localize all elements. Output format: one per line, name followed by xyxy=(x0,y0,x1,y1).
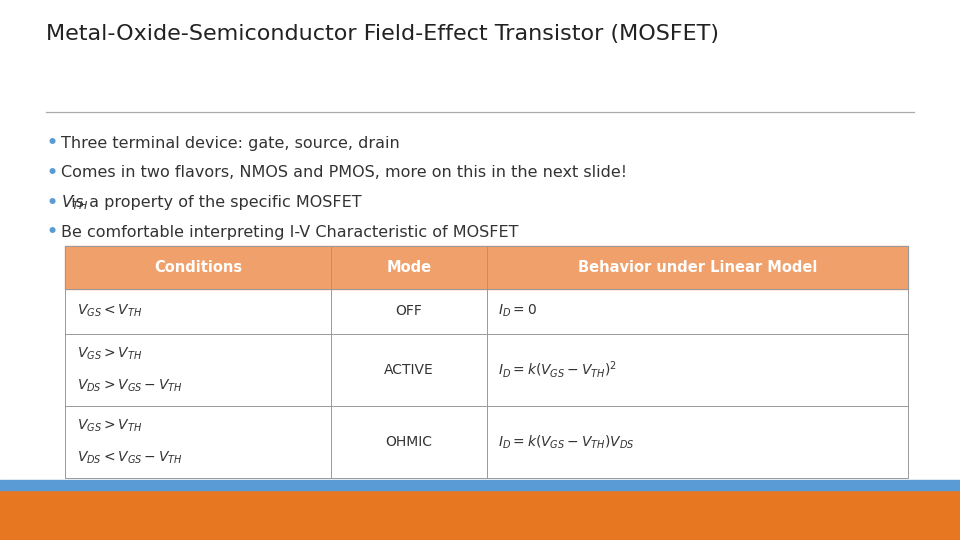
Text: $I_D = k(V_{GS} - V_{TH})^2$: $I_D = k(V_{GS} - V_{TH})^2$ xyxy=(498,360,617,380)
Text: $V_{GS} > V_{TH}$: $V_{GS} > V_{TH}$ xyxy=(77,418,142,434)
Text: $V_{DS} < V_{GS} - V_{TH}$: $V_{DS} < V_{GS} - V_{TH}$ xyxy=(77,449,182,466)
Text: •: • xyxy=(46,223,58,241)
Bar xyxy=(0,480,960,490)
Text: Behavior under Linear Model: Behavior under Linear Model xyxy=(578,260,817,275)
Text: Mode: Mode xyxy=(386,260,431,275)
Text: •: • xyxy=(46,193,58,212)
Bar xyxy=(0,490,960,540)
Text: $I_D = 0$: $I_D = 0$ xyxy=(498,303,537,320)
Text: Be comfortable interpreting I-V Characteristic of MOSFET: Be comfortable interpreting I-V Characte… xyxy=(61,225,519,240)
Bar xyxy=(65,289,908,478)
Text: $V_{TH}$: $V_{TH}$ xyxy=(61,193,89,212)
Text: ACTIVE: ACTIVE xyxy=(384,363,434,377)
Text: OHMIC: OHMIC xyxy=(385,435,432,449)
Text: •: • xyxy=(46,134,58,152)
Text: OFF: OFF xyxy=(396,305,422,318)
Bar xyxy=(65,246,908,478)
Text: $V_{GS} > V_{TH}$: $V_{GS} > V_{TH}$ xyxy=(77,346,142,362)
Text: Conditions: Conditions xyxy=(154,260,242,275)
Text: Three terminal device: gate, source, drain: Three terminal device: gate, source, dra… xyxy=(61,136,400,151)
Text: $V_{DS} > V_{GS} - V_{TH}$: $V_{DS} > V_{GS} - V_{TH}$ xyxy=(77,377,182,394)
Text: $V_{GS} < V_{TH}$: $V_{GS} < V_{TH}$ xyxy=(77,303,142,320)
Text: •: • xyxy=(46,164,58,182)
Text: $I_D = k(V_{GS} - V_{TH})V_{DS}$: $I_D = k(V_{GS} - V_{TH})V_{DS}$ xyxy=(498,433,635,450)
Text: is a property of the specific MOSFET: is a property of the specific MOSFET xyxy=(61,195,362,210)
Bar xyxy=(65,246,908,289)
Text: Metal-Oxide-Semiconductor Field-Effect Transistor (MOSFET): Metal-Oxide-Semiconductor Field-Effect T… xyxy=(46,24,719,44)
Text: Comes in two flavors, NMOS and PMOS, more on this in the next slide!: Comes in two flavors, NMOS and PMOS, mor… xyxy=(61,165,628,180)
